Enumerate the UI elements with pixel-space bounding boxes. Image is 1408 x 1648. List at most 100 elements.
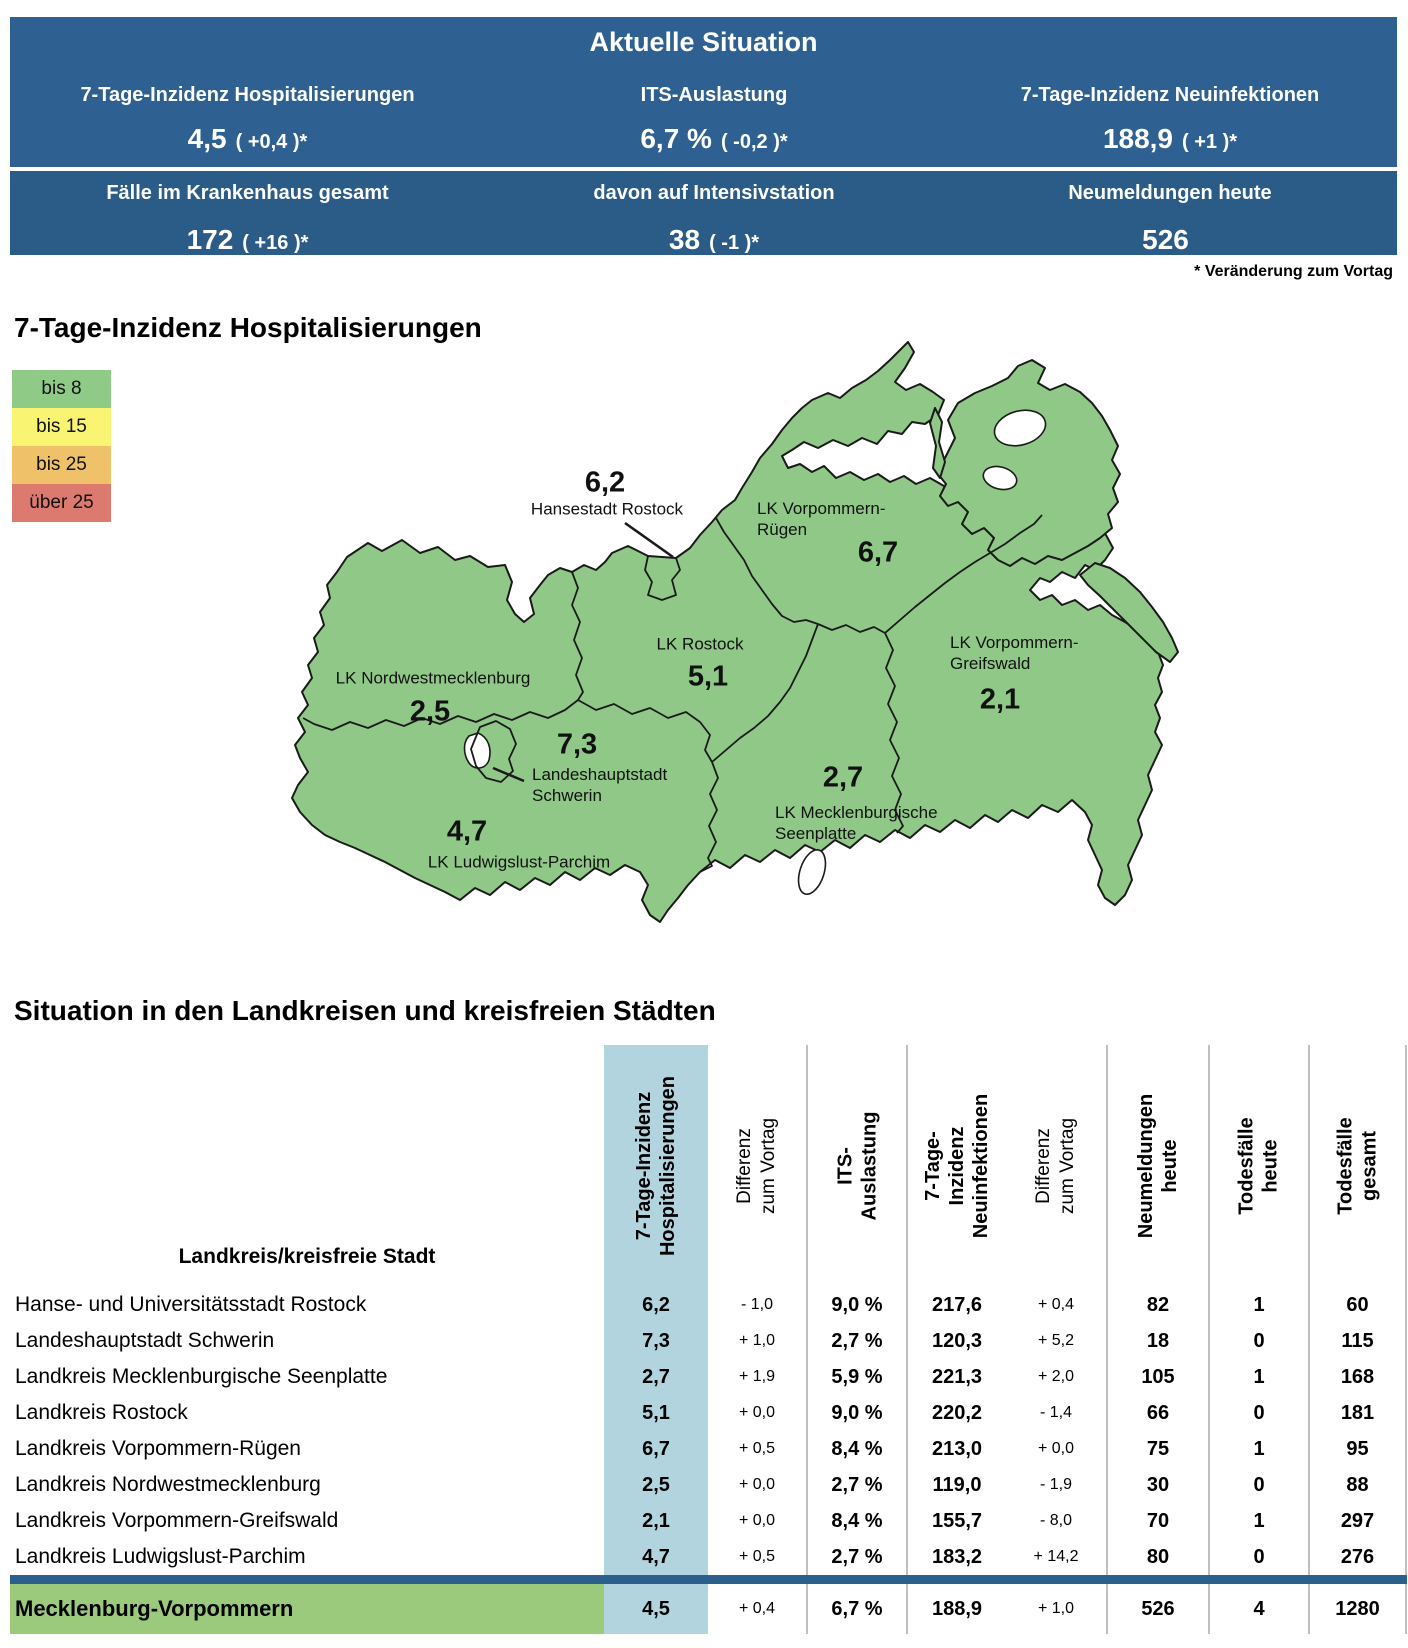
rotated-header-label: 7-Tage-Inzidenz Hospitalisierungen: [633, 1075, 679, 1257]
cell-new-infections: 119,0: [906, 1467, 1006, 1503]
cell-district-name: Landkreis Vorpommern-Rügen: [15, 1437, 301, 1460]
border-schwerin-city: [470, 720, 517, 783]
bodden-lagoon-small: [982, 465, 1018, 491]
table-header-row: Landkreis/kreisfreie Stadt 7-Tage-Inzide…: [10, 1045, 1407, 1287]
table-section-title: Situation in den Landkreisen und kreisfr…: [14, 995, 716, 1026]
cell-hosp: 6,2: [604, 1287, 708, 1323]
cell-total-deaths-today: 4: [1208, 1584, 1308, 1634]
cell-hosp: 2,7: [604, 1359, 708, 1395]
district-name-vorpommern-ruegen: LK Vorpommern- Rügen: [757, 499, 886, 539]
cell-deaths-today: 1: [1208, 1431, 1308, 1467]
banner-labels-row2: Fälle im Krankenhaus gesamt davon auf In…: [10, 179, 1397, 207]
cell-diff1: + 0,0: [738, 1404, 776, 1421]
cell-diff1: - 1,0: [740, 1296, 773, 1313]
ruegen-island-shape: [937, 359, 1121, 567]
cell-diff2: - 1,4: [1039, 1404, 1072, 1421]
district-value-nordwestmecklenburg: 2,5: [409, 695, 451, 728]
cell-new-reports: 30: [1106, 1467, 1208, 1503]
column-header-diff2: Differenz zum Vortag: [1006, 1045, 1106, 1287]
border-lkrostock-ludwigslust: [577, 699, 713, 763]
cell-new-reports: 75: [1106, 1431, 1208, 1467]
stat-number: 526: [1142, 224, 1189, 255]
stat-delta: ( +1 )*: [1182, 131, 1238, 153]
cell-icu: 9,0 %: [806, 1287, 906, 1323]
cell-diff1: + 0,0: [738, 1476, 776, 1493]
table-row: Landkreis Vorpommern-Greifswald 2,1 + 0,0 8…: [10, 1503, 1407, 1539]
map-section-title: 7-Tage-Inzidenz Hospitalisierungen: [14, 312, 482, 343]
hiddensee-island-shape: [929, 407, 946, 479]
table-total-separator: [10, 1575, 1407, 1584]
cell-total-diff1: + 0,4: [738, 1600, 776, 1617]
legend-item-orange: bis 25: [12, 446, 111, 484]
cell-deaths-total: 297: [1308, 1503, 1407, 1539]
cell-diff2: + 14,2: [1033, 1548, 1079, 1565]
stat-number: 38: [668, 224, 701, 255]
cell-district-name: Landkreis Vorpommern-Greifswald: [15, 1509, 339, 1532]
column-header-new-reports: Neumeldungen heute: [1106, 1045, 1208, 1287]
cell-total-hosp: 4,5: [604, 1584, 708, 1634]
rotated-header-label: Differenz zum Vortag: [1032, 1117, 1078, 1215]
usedom-island-shape: [1079, 562, 1179, 663]
cell-deaths-total: 60: [1308, 1287, 1407, 1323]
cell-new-infections: 213,0: [906, 1431, 1006, 1467]
cell-new-infections: 155,7: [906, 1503, 1006, 1539]
cell-deaths-total: 181: [1308, 1395, 1407, 1431]
cell-total-new-reports: 526: [1106, 1584, 1208, 1634]
column-header-district: Landkreis/kreisfreie Stadt: [178, 1245, 436, 1268]
stat-value-new-reports: 526: [943, 220, 1397, 265]
legend-item-green: bis 8: [12, 370, 111, 408]
cell-new-reports: 70: [1106, 1503, 1208, 1539]
cell-diff1: + 1,0: [738, 1332, 776, 1349]
stat-label-hosp-incidence: 7-Tage-Inzidenz Hospitalisierungen: [80, 84, 415, 106]
cell-new-infections: 221,3: [906, 1359, 1006, 1395]
cell-district-name: Hanse- und Universitätsstadt Rostock: [15, 1293, 367, 1316]
rotated-header-label: Differenz zum Vortag: [733, 1117, 779, 1215]
border-lkrostock-ruegen-district: [715, 517, 819, 625]
cell-deaths-total: 95: [1308, 1431, 1407, 1467]
cell-deaths-total: 168: [1308, 1359, 1407, 1395]
table-total-row: Mecklenburg-Vorpommern 4,5 + 0,4 6,7 % 188,9…: [10, 1584, 1407, 1634]
cell-diff2: + 0,0: [1037, 1440, 1075, 1457]
cell-new-reports: 80: [1106, 1539, 1208, 1575]
banner-values-row2: 172 ( +16 )* 38 ( -1 )* 526: [10, 220, 1397, 265]
district-value-vorpommern-ruegen: 6,7: [857, 536, 899, 569]
stat-value-hospital-total: 172 ( +16 )*: [10, 220, 485, 265]
cell-district-name: Landeshauptstadt Schwerin: [15, 1329, 275, 1352]
border-nwm-lkrostock: [571, 571, 584, 701]
cell-diff2: - 1,9: [1039, 1476, 1072, 1493]
banner-labels-row1: 7-Tage-Inzidenz Hospitalisierungen ITS-A…: [10, 81, 1397, 109]
column-header-deaths-total: Todesfälle gesamt: [1308, 1045, 1407, 1287]
cell-diff2: - 8,0: [1039, 1512, 1072, 1529]
stat-delta: ( +0,4 )*: [235, 131, 308, 153]
cell-deaths-today: 1: [1208, 1503, 1308, 1539]
border-ludwigslust-seenplatte: [699, 761, 719, 873]
banner-title: Aktuelle Situation: [589, 27, 818, 57]
column-header-deaths-today: Todesfälle heute: [1208, 1045, 1308, 1287]
border-rostock-city: [644, 555, 681, 601]
cell-new-reports: 18: [1106, 1323, 1208, 1359]
stat-number: 172: [186, 224, 234, 255]
stat-number: 6,7 %: [640, 123, 712, 154]
table-row: Hanse- und Universitätsstadt Rostock 6,2 -…: [10, 1287, 1407, 1323]
district-name-nordwestmecklenburg: LK Nordwestmecklenburg: [335, 668, 531, 688]
column-header-new-infections: 7-Tage-Inzidenz Neuinfektionen: [906, 1045, 1006, 1287]
district-name-ludwigslust-parchim: LK Ludwigslust-Parchim: [427, 852, 611, 872]
stat-label-new-reports: Neumeldungen heute: [1068, 182, 1272, 204]
cell-deaths-today: 0: [1208, 1467, 1308, 1503]
bodden-lagoon: [993, 409, 1047, 447]
cell-hosp: 4,7: [604, 1539, 708, 1575]
cell-icu: 2,7 %: [806, 1467, 906, 1503]
column-header-hosp-incidence: 7-Tage-Inzidenz Hospitalisierungen: [604, 1045, 708, 1287]
rotated-header-label: Todesfälle gesamt: [1334, 1117, 1381, 1215]
legend-item-yellow: bis 15: [12, 408, 111, 446]
cell-diff2: + 5,2: [1037, 1332, 1075, 1349]
cell-new-infections: 220,2: [906, 1395, 1006, 1431]
mueritz-lake: [797, 849, 827, 895]
rotated-header-label: ITS-Auslastung: [834, 1111, 881, 1221]
table-row: Landkreis Mecklenburgische Seenplatte 2,7…: [10, 1359, 1407, 1395]
stat-delta: ( +16 )*: [242, 232, 309, 254]
legend-item-red: über 25: [12, 484, 111, 522]
district-value-ludwigslust-parchim: 4,7: [446, 815, 488, 848]
border-seenplatte-greifswald: [884, 632, 904, 834]
change-footnote: * Veränderung zum Vortag: [1194, 263, 1393, 280]
